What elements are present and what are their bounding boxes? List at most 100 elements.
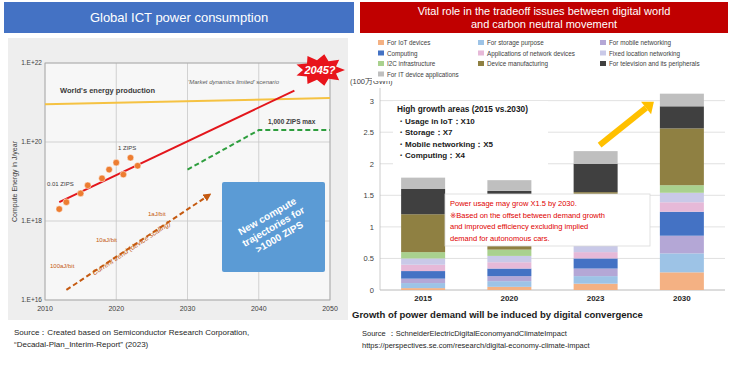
point <box>106 166 113 173</box>
tick-label: 2040 <box>251 305 267 312</box>
annotation: 1 ZIPS <box>118 145 136 151</box>
tick-label: 1.E+22 <box>21 59 42 66</box>
annotation: 2045? <box>303 64 335 76</box>
bar <box>660 185 704 193</box>
bar <box>401 279 445 283</box>
category-label: 2023 <box>587 294 605 303</box>
bar <box>487 287 531 290</box>
growth-arrow <box>600 108 646 145</box>
point <box>134 162 141 169</box>
series-line <box>66 195 209 290</box>
legend-label: For television and its peripherals <box>609 60 700 68</box>
panel-bg <box>8 38 348 320</box>
banner <box>360 2 728 33</box>
bar <box>574 252 618 258</box>
legend-swatch <box>378 51 384 56</box>
legend-label: Device manufacturing <box>487 60 548 68</box>
annotation: 0.01 ZIPS <box>47 181 74 187</box>
bar <box>401 283 445 288</box>
grid-line <box>116 63 117 300</box>
point <box>113 159 120 166</box>
bar <box>574 276 618 284</box>
legend-label: I2C infrastructure <box>387 60 436 67</box>
marks <box>45 91 330 290</box>
annotation: ・Mobile networking：X5 <box>397 140 494 149</box>
bar <box>574 164 618 192</box>
category-label: 2015 <box>414 294 432 303</box>
category-label: 2030 <box>673 294 691 303</box>
legend-label: Computing <box>387 50 418 58</box>
bar <box>660 106 704 128</box>
point <box>127 154 134 161</box>
source: “Decadal-Plan_Interim-Report” (2023) <box>14 340 149 349</box>
category-label: 2020 <box>500 294 518 303</box>
badge <box>297 54 346 86</box>
point <box>63 199 70 206</box>
legend-label: For IoT devices <box>387 39 430 46</box>
annotation: ※Based on the offset between demand grow… <box>450 211 605 220</box>
bar <box>574 151 618 164</box>
bar <box>660 236 704 254</box>
bar <box>487 180 531 191</box>
title-line: Vital role in the tradeoff issues betwee… <box>418 5 671 17</box>
axis-line <box>380 88 381 290</box>
canvas: Global ICT power consumption 1.E+16 1.E+18… <box>0 0 732 366</box>
annotation: 10aJ/bit <box>96 237 117 243</box>
bar <box>487 256 531 262</box>
tick-label: 2050 <box>322 305 338 312</box>
bar <box>401 214 445 252</box>
legend-swatch <box>378 61 384 66</box>
bar <box>660 94 704 107</box>
legend-swatch <box>378 72 384 77</box>
source: Source ：SchneiderElectricDigitalEconomya… <box>362 329 568 338</box>
annotation: ・Computing：X4 <box>397 151 466 160</box>
annotation: Power usage may grow X1.5 by 2030. <box>450 199 577 208</box>
bar <box>401 258 445 264</box>
title: Vital role in the tradeoff issues betwee… <box>418 5 671 30</box>
legend-swatch <box>600 51 606 56</box>
bar <box>401 189 445 214</box>
series-label: 'Market dynamics limited' scenario <box>188 79 280 85</box>
annotation: ・Storage：X7 <box>397 128 453 137</box>
source: Source：Created based on Semiconductor Re… <box>14 328 249 337</box>
callout-box <box>222 182 325 272</box>
series-line <box>188 130 331 170</box>
legend-swatch <box>600 61 606 66</box>
legend-swatch <box>478 51 484 56</box>
bar <box>487 269 531 277</box>
title: Global ICT power consumption <box>90 10 268 25</box>
annotation: demand for autonomous cars. <box>450 234 550 243</box>
series-line <box>59 91 294 203</box>
tick-label: 1.E+20 <box>21 138 42 145</box>
legend-label: For storage purpose <box>487 39 544 47</box>
bar <box>574 269 618 277</box>
bar <box>574 246 618 252</box>
series-line <box>45 98 330 104</box>
tick-label: 2030 <box>180 305 196 312</box>
point <box>77 190 84 197</box>
bar <box>487 276 531 281</box>
note-box <box>393 101 548 165</box>
bar <box>574 284 618 290</box>
point <box>84 182 91 189</box>
tick-label: 3 <box>370 97 374 106</box>
tick-label: 1.E+16 <box>21 296 42 303</box>
callout-text: New computetrajectories for>1000 ZIPS <box>234 194 312 259</box>
tick-label: 1.E+18 <box>21 217 42 224</box>
legend-swatch <box>478 61 484 66</box>
annotation: and improved efficiency excluding implie… <box>450 222 588 231</box>
tick-label: 0 <box>370 286 374 295</box>
annotation: 1aJ/bit <box>148 211 166 217</box>
bar <box>660 202 704 211</box>
tick-label: 2.5 <box>364 128 374 137</box>
legend-label: Fixed location networking <box>609 50 681 58</box>
bar <box>660 193 704 202</box>
tick-label: 1.5 <box>364 191 374 200</box>
legend-label: Applications of network devices <box>487 50 575 58</box>
point <box>56 206 63 213</box>
annotation: 100aJ/bit <box>50 263 75 269</box>
bar <box>660 253 704 272</box>
legend-swatch <box>600 40 606 45</box>
source: https://perspectives.se.com/research/dig… <box>362 341 591 350</box>
point <box>99 175 106 182</box>
